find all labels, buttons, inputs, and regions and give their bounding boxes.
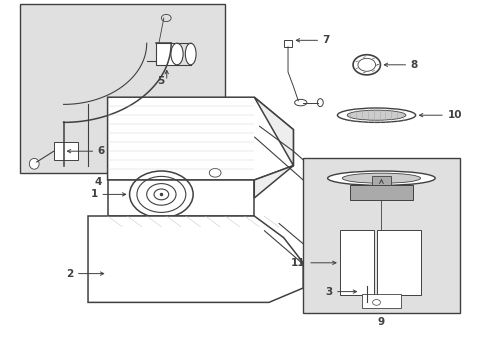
Ellipse shape — [317, 99, 323, 107]
Text: 7: 7 — [322, 35, 329, 45]
Bar — [20, 4, 224, 173]
Ellipse shape — [29, 158, 39, 169]
Bar — [376, 230, 420, 295]
Text: 4: 4 — [94, 177, 102, 187]
Polygon shape — [88, 216, 303, 302]
Text: 3: 3 — [325, 287, 332, 297]
Ellipse shape — [337, 108, 415, 122]
Polygon shape — [107, 180, 254, 216]
Ellipse shape — [342, 173, 420, 183]
Polygon shape — [107, 97, 293, 180]
Text: 10: 10 — [447, 110, 461, 120]
Text: 1: 1 — [90, 189, 98, 199]
Ellipse shape — [294, 99, 306, 106]
Bar — [361, 294, 400, 308]
Bar — [303, 158, 459, 313]
Bar — [339, 230, 373, 295]
Text: 2: 2 — [66, 269, 73, 279]
Text: 8: 8 — [410, 60, 417, 70]
Bar — [107, 103, 120, 124]
Bar — [283, 40, 292, 47]
Bar — [349, 185, 412, 200]
Ellipse shape — [327, 171, 434, 185]
Ellipse shape — [346, 110, 405, 120]
Bar — [360, 279, 372, 286]
Ellipse shape — [185, 43, 196, 65]
Bar — [54, 142, 78, 160]
Text: 5: 5 — [157, 76, 164, 86]
Text: 6: 6 — [98, 146, 105, 156]
Polygon shape — [254, 97, 293, 198]
Text: 11: 11 — [290, 258, 305, 268]
Bar — [156, 43, 177, 65]
Ellipse shape — [171, 43, 183, 65]
Bar — [127, 103, 139, 124]
Text: 9: 9 — [377, 317, 384, 327]
Bar — [371, 176, 390, 185]
